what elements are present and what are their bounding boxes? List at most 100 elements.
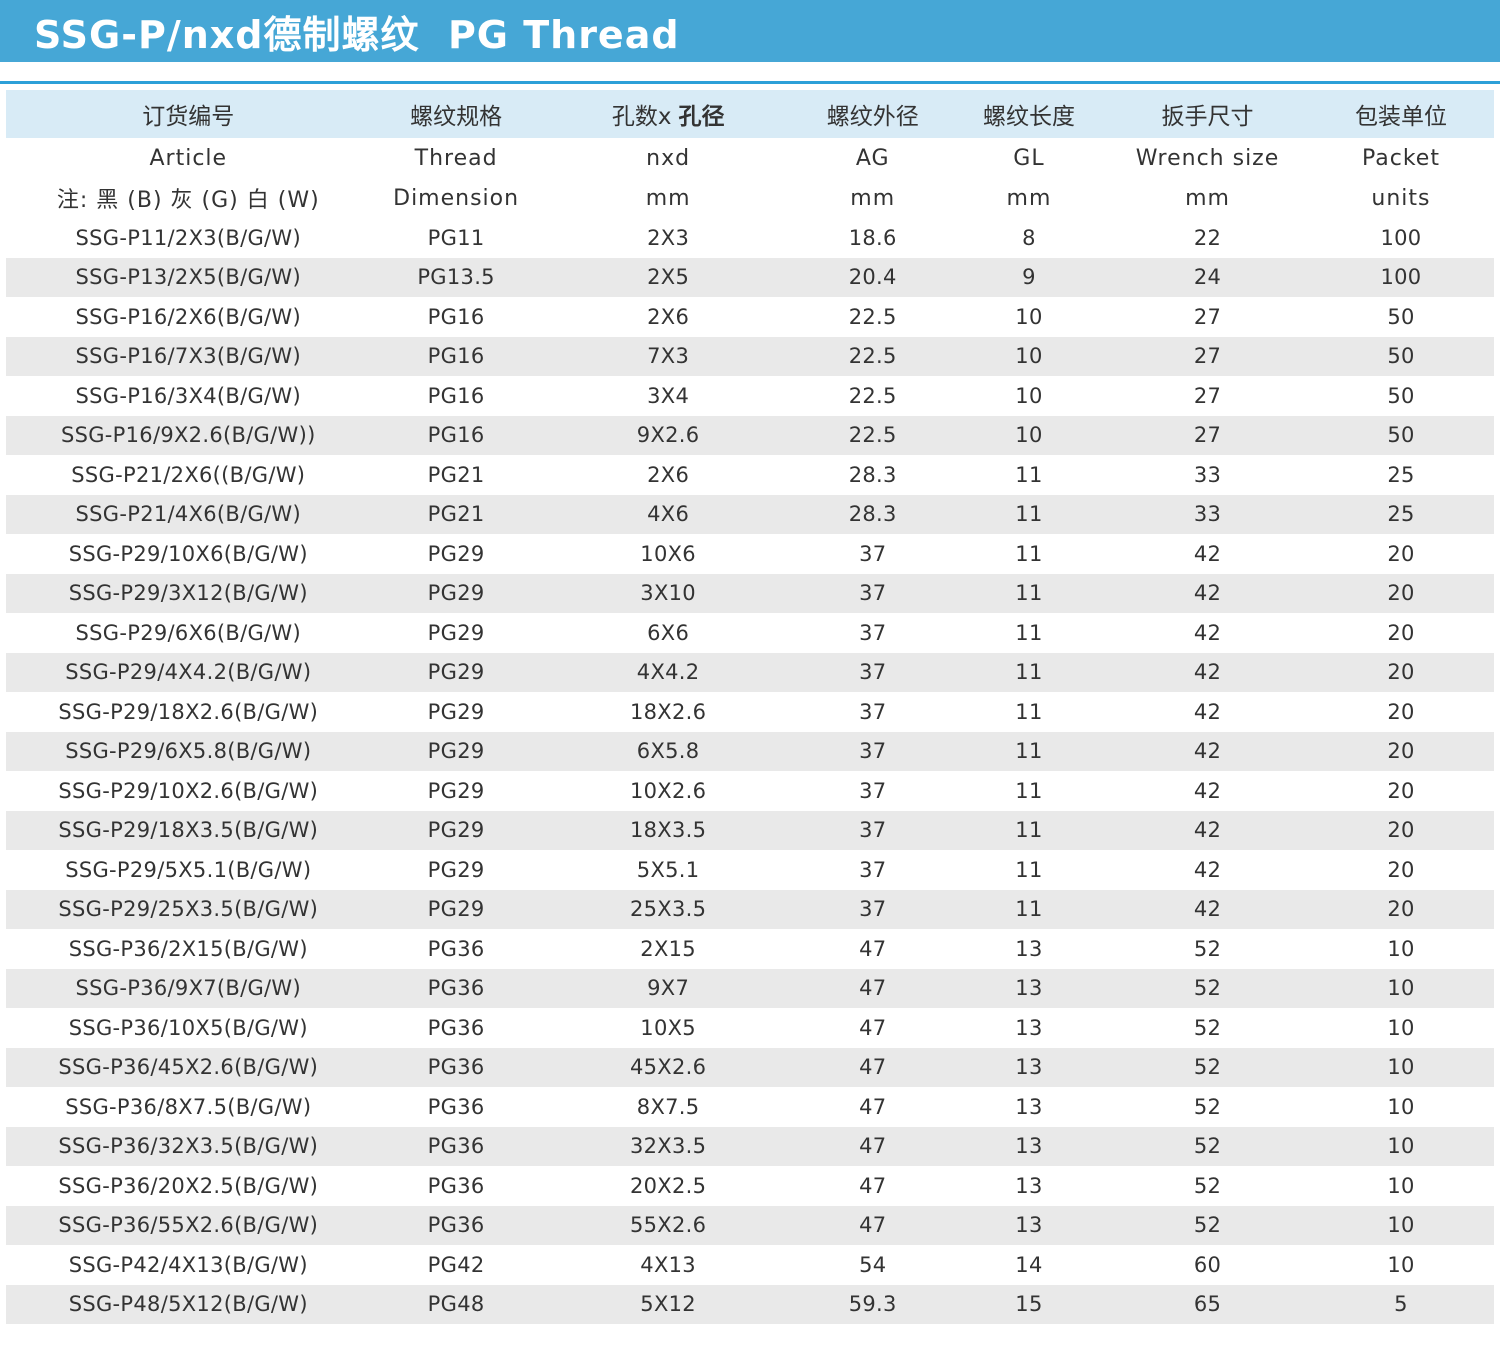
table-cell: SSG-P36/10X5(B/G/W) xyxy=(68,1015,308,1040)
table-cell: 47 xyxy=(859,1015,887,1040)
table-cell: 42 xyxy=(1193,897,1222,922)
table-cell: SSG-P16/7X3(B/G/W) xyxy=(75,344,301,369)
table-cell: 20 xyxy=(1387,818,1415,843)
table-cell: 2X6 xyxy=(647,304,690,329)
table-row: SSG-P36/2X15(B/G/W) PG36 2X15 47 13 52 10 xyxy=(6,929,1494,969)
table-cell: 28.3 xyxy=(848,462,897,487)
table-cell: 11 xyxy=(1015,581,1043,606)
table-cell: SSG-P21/4X6(B/G/W) xyxy=(75,502,301,527)
table-cell: 52 xyxy=(1193,1015,1222,1040)
table-cell: SSG-P36/20X2.5(B/G/W) xyxy=(58,1173,319,1198)
table-cell: SSG-P16/3X4(B/G/W) xyxy=(75,383,301,408)
table-cell: 24 xyxy=(1193,265,1222,290)
table-cell: 13 xyxy=(1015,1055,1043,1080)
spec-table-wrap: 订货编号 螺纹规格 孔数x 孔径 螺纹外径 螺纹长度 扳手尺寸 包装单位 Arti… xyxy=(0,84,1500,1324)
table-cell: 4X13 xyxy=(640,1252,696,1277)
table-cell: 37 xyxy=(859,660,887,685)
table-cell: 47 xyxy=(859,1134,887,1159)
table-cell: 13 xyxy=(1015,1213,1043,1238)
table-cell: PG16 xyxy=(427,304,485,329)
table-cell: PG29 xyxy=(427,897,485,922)
table-cell: 5 xyxy=(1394,1292,1408,1317)
table-row: SSG-P29/6X6(B/G/W) PG29 6X6 37 11 42 20 xyxy=(6,613,1494,653)
table-cell: 47 xyxy=(859,936,887,961)
table-row: SSG-P29/18X3.5(B/G/W) PG29 18X3.5 37 11 42 20 xyxy=(6,810,1494,850)
table-cell: 52 xyxy=(1193,1173,1222,1198)
table-cell: SSG-P36/45X2.6(B/G/W) xyxy=(58,1055,319,1080)
table-cell: 47 xyxy=(859,1094,887,1119)
table-cell: 50 xyxy=(1387,304,1415,329)
col-header-packet-cn: 包装单位 xyxy=(1354,104,1447,130)
header-row-chinese: 订货编号 螺纹规格 孔数x 孔径 螺纹外径 螺纹长度 扳手尺寸 包装单位 xyxy=(6,90,1494,138)
table-cell: 45X2.6 xyxy=(629,1055,707,1080)
table-cell: 11 xyxy=(1015,541,1043,566)
table-cell: 2X3 xyxy=(647,225,690,250)
table-row: SSG-P48/5X12(B/G/W) PG48 5X12 59.3 15 65 5 xyxy=(6,1284,1494,1324)
table-cell: SSG-P21/2X6((B/G/W) xyxy=(71,462,306,487)
table-cell: 47 xyxy=(859,976,887,1001)
table-cell: 100 xyxy=(1380,265,1422,290)
table-row: SSG-P13/2X5(B/G/W) PG13.5 2X5 20.4 9 24 100 xyxy=(6,257,1494,297)
table-cell: 20 xyxy=(1387,857,1415,882)
table-cell: 3X4 xyxy=(647,383,690,408)
table-cell: 37 xyxy=(859,699,887,724)
table-cell: 22.5 xyxy=(848,423,897,448)
table-cell: 10 xyxy=(1387,1173,1415,1198)
table-cell: PG36 xyxy=(427,1213,485,1238)
table-cell: 11 xyxy=(1015,897,1043,922)
table-cell: 11 xyxy=(1015,620,1043,645)
table-body: SSG-P11/2X3(B/G/W) PG11 2X3 18.6 8 22 100 SSG-P… xyxy=(6,218,1494,1324)
table-row: SSG-P29/4X4.2(B/G/W) PG29 4X4.2 37 11 42 20 xyxy=(6,652,1494,692)
table-row: SSG-P29/18X2.6(B/G/W) PG29 18X2.6 37 11 42 20 xyxy=(6,692,1494,732)
table-cell: 10 xyxy=(1387,1252,1415,1277)
table-row: SSG-P16/2X6(B/G/W) PG16 2X6 22.5 10 27 50 xyxy=(6,297,1494,337)
table-cell: 25 xyxy=(1387,502,1415,527)
table-cell: PG36 xyxy=(427,936,485,961)
col-header-gl-unit: mm xyxy=(1006,185,1052,211)
table-cell: 11 xyxy=(1015,699,1043,724)
table-cell: SSG-P29/18X3.5(B/G/W) xyxy=(58,818,319,843)
table-cell: 47 xyxy=(859,1213,887,1238)
table-cell: 52 xyxy=(1193,976,1222,1001)
table-cell: 11 xyxy=(1015,778,1043,803)
col-header-wrench-cn: 扳手尺寸 xyxy=(1161,104,1254,130)
table-cell: 10 xyxy=(1015,304,1043,329)
table-cell: 42 xyxy=(1193,818,1222,843)
table-cell: 42 xyxy=(1193,857,1222,882)
table-cell: SSG-P29/6X5.8(B/G/W) xyxy=(65,739,312,764)
table-row: SSG-P36/9X7(B/G/W) PG36 9X7 47 13 52 10 xyxy=(6,968,1494,1008)
table-cell: SSG-P29/5X5.1(B/G/W) xyxy=(65,857,312,882)
table-cell: 27 xyxy=(1193,344,1222,369)
table-cell: PG42 xyxy=(427,1252,485,1277)
table-row: SSG-P36/8X7.5(B/G/W) PG36 8X7.5 47 13 52 10 xyxy=(6,1087,1494,1127)
col-header-wrench-unit: mm xyxy=(1185,185,1230,211)
table-cell: 37 xyxy=(859,581,887,606)
table-cell: 15 xyxy=(1015,1292,1043,1317)
table-cell: 5X5.1 xyxy=(636,857,700,882)
table-row: SSG-P29/25X3.5(B/G/W) PG29 25X3.5 37 11 42 20 xyxy=(6,889,1494,929)
table-cell: PG48 xyxy=(427,1292,485,1317)
table-cell: 11 xyxy=(1015,660,1043,685)
table-cell: SSG-P16/9X2.6(B/G/W)) xyxy=(60,423,316,448)
table-cell: PG29 xyxy=(427,581,485,606)
table-cell: 11 xyxy=(1015,739,1043,764)
table-row: SSG-P29/10X2.6(B/G/W) PG29 10X2.6 37 11 42 20 xyxy=(6,771,1494,811)
table-cell: SSG-P29/6X6(B/G/W) xyxy=(75,620,301,645)
table-cell: 20 xyxy=(1387,699,1415,724)
table-cell: 10X2.6 xyxy=(629,778,707,803)
table-row: SSG-P42/4X13(B/G/W) PG42 4X13 54 14 60 10 xyxy=(6,1245,1494,1285)
table-cell: SSG-P36/32X3.5(B/G/W) xyxy=(58,1134,319,1159)
table-cell: SSG-P36/55X2.6(B/G/W) xyxy=(58,1213,319,1238)
table-cell: PG21 xyxy=(427,502,485,527)
col-header-ag-cn: 螺纹外径 xyxy=(826,104,919,130)
table-cell: 65 xyxy=(1193,1292,1222,1317)
table-row: SSG-P29/5X5.1(B/G/W) PG29 5X5.1 37 11 42 20 xyxy=(6,850,1494,890)
table-cell: 9X2.6 xyxy=(636,423,700,448)
table-cell: 10 xyxy=(1387,1213,1415,1238)
col-header-nxd-unit: mm xyxy=(645,185,691,211)
table-row: SSG-P36/55X2.6(B/G/W) PG36 55X2.6 47 13 52 10 xyxy=(6,1205,1494,1245)
table-row: SSG-P21/4X6(B/G/W) PG21 4X6 28.3 11 33 25 xyxy=(6,494,1494,534)
table-cell: SSG-P36/2X15(B/G/W) xyxy=(68,936,308,961)
table-cell: 33 xyxy=(1193,502,1222,527)
table-cell: 50 xyxy=(1387,344,1415,369)
